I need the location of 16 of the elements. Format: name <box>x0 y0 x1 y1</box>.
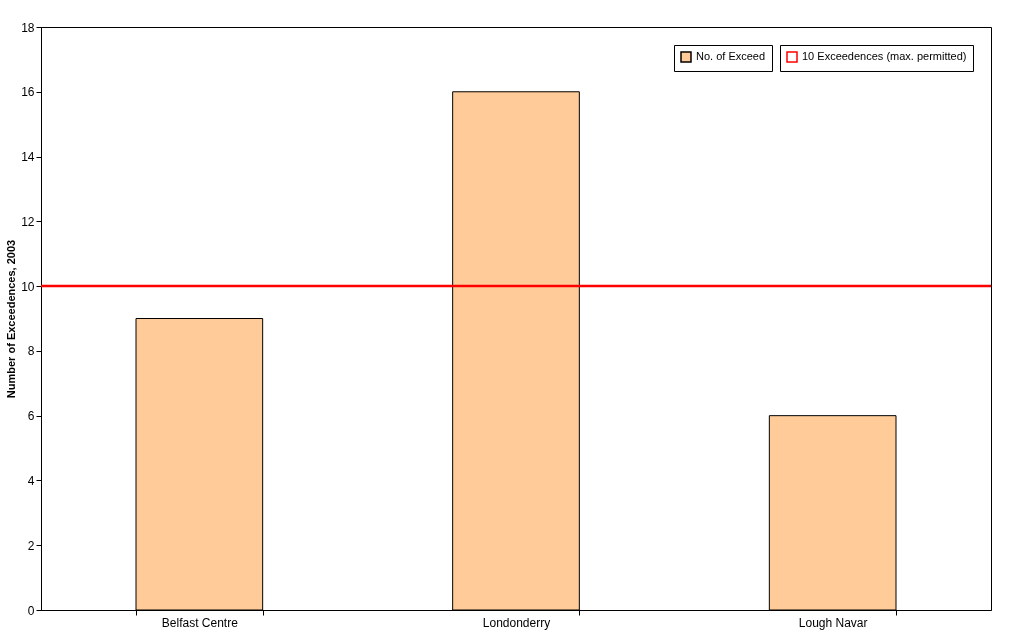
y-tick-label: 16 <box>21 85 35 100</box>
y-tick-label: 10 <box>21 279 35 294</box>
y-tick-label: 12 <box>21 214 35 229</box>
y-tick-label: 8 <box>27 344 35 359</box>
y-tick-label: 14 <box>21 150 35 165</box>
y-tick-label: 18 <box>21 20 35 35</box>
x-tick-label: Lough Navar <box>798 615 868 630</box>
y-tick-label: 2 <box>27 538 35 553</box>
x-tick-label: Londonderry <box>482 615 551 630</box>
legend-label: No. of Exceed <box>696 50 766 62</box>
y-tick-label: 0 <box>27 603 35 618</box>
y-axis-title: Number of Exceedences, 2003 <box>5 239 18 399</box>
legend-label: 10 Exceedences (max. permitted) <box>802 50 967 62</box>
x-tick-label: Belfast Centre <box>161 615 239 630</box>
y-tick-label: 6 <box>27 409 35 424</box>
y-tick-label: 4 <box>27 473 35 488</box>
